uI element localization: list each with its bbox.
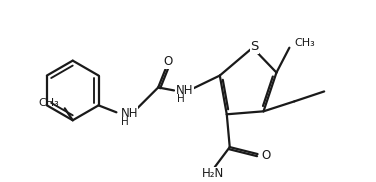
Text: H₂N: H₂N xyxy=(202,167,224,180)
Text: H: H xyxy=(121,117,129,127)
Text: O: O xyxy=(262,149,271,162)
Text: H: H xyxy=(177,94,185,104)
Text: CH₃: CH₃ xyxy=(294,38,315,48)
Text: CH₃: CH₃ xyxy=(38,98,59,108)
Text: S: S xyxy=(250,40,259,53)
Text: O: O xyxy=(164,55,173,68)
Text: NH: NH xyxy=(176,84,194,97)
Text: NH: NH xyxy=(120,107,138,120)
